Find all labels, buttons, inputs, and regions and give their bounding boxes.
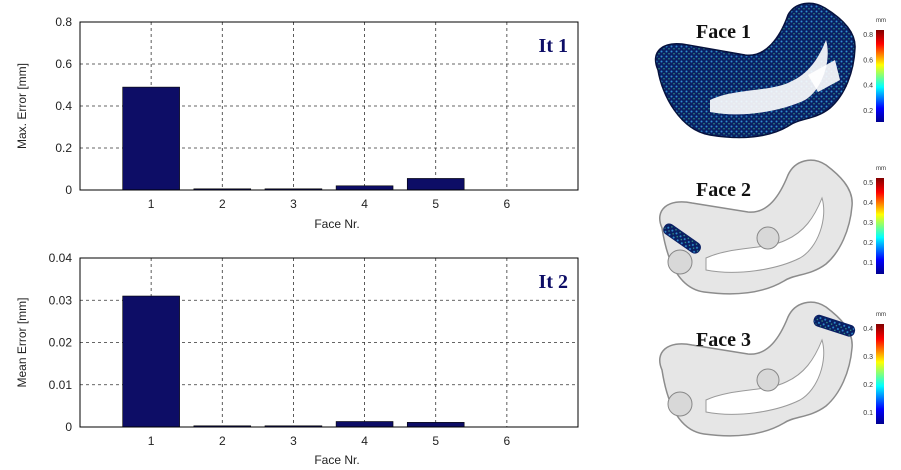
highlighted-face-3	[813, 314, 856, 337]
bracket-boss	[667, 391, 693, 417]
colorbar-tick-label: 0.2	[863, 382, 873, 389]
y-tick-label: 0.6	[55, 57, 72, 71]
y-tick-label: 0	[65, 420, 72, 434]
plot-frame	[79, 257, 579, 428]
bar	[335, 421, 394, 428]
y-tick-label: 0.04	[49, 251, 73, 265]
x-tick-label: 5	[432, 434, 439, 448]
y-axis-label: Max. Error [mm]	[15, 63, 29, 149]
y-tick-label: 0.4	[55, 99, 72, 113]
charts-panel: 0 0.2 0.4 0.6 0.8 1 2 3 4 5 6 Face Nr. Max. Error [m…	[15, 15, 579, 467]
bracket-gray-shape	[659, 159, 853, 295]
colorbar-tick-label: 0.2	[863, 108, 873, 115]
chart-1: 0 0.2 0.4 0.6 0.8 1 2 3 4 5 6 Face Nr. Max. Error [m…	[15, 15, 579, 231]
x-tick-label: 4	[361, 197, 368, 211]
face-2-label: Face 2	[696, 179, 751, 201]
colorbar-gradient-1	[876, 30, 884, 122]
bracket-boss	[756, 368, 780, 392]
colorbar-tick-label: 0.1	[863, 260, 873, 267]
colorbar-tick-label: 0.1	[863, 410, 873, 417]
x-tick-label: 2	[219, 434, 226, 448]
colorbar-face-1: mm 0.8 0.6 0.4 0.2	[863, 18, 886, 122]
bar	[406, 178, 465, 191]
colorbar-tick-label: 0.8	[863, 32, 873, 39]
colorbar-tick-label: 0.4	[863, 83, 873, 90]
colorbar-tick-label: 0.4	[863, 326, 873, 333]
x-tick-label: 3	[290, 434, 297, 448]
render-face-1: Face 1	[654, 2, 856, 139]
chart-2: 0 0.01 0.02 0.03 0.04 1 2 3 4 5 6 Face Nr. Mean Erro…	[15, 251, 579, 467]
face-1-label: Face 1	[696, 21, 751, 43]
colorbar-tick-label: 0.6	[863, 57, 873, 64]
bar	[122, 86, 180, 191]
renders-panel: Face 1 mm 0.8 0.6 0.4 0.2 Face 2 mm 0.5 0.4 0…	[654, 2, 886, 437]
face-3-label: Face 3	[696, 329, 751, 351]
iteration-annotation: It 2	[539, 271, 568, 293]
colorbar-tick-label: 0.4	[863, 200, 873, 207]
bracket-boss	[667, 249, 693, 275]
x-tick-label: 2	[219, 197, 226, 211]
colorbar-unit-2: mm	[876, 166, 886, 172]
x-tick-label: 6	[504, 197, 511, 211]
bar	[122, 295, 180, 428]
colorbar-gradient-3	[876, 324, 884, 424]
bracket-mesh-shape	[654, 2, 856, 139]
y-tick-label: 0.8	[55, 15, 72, 29]
x-tick-label: 4	[361, 434, 368, 448]
highlighted-face-2	[663, 223, 701, 254]
x-tick-label: 1	[148, 434, 155, 448]
y-tick-label: 0.02	[49, 336, 73, 350]
bracket-boss	[756, 226, 780, 250]
plot-frame	[79, 21, 579, 191]
iteration-annotation: It 1	[539, 35, 568, 57]
render-face-3: Face 3	[659, 301, 856, 437]
colorbar-tick-label: 0.3	[863, 354, 873, 361]
colorbar-unit-1: mm	[876, 18, 886, 24]
render-face-2: Face 2	[659, 159, 853, 295]
colorbar-tick-label: 0.2	[863, 240, 873, 247]
bracket-mesh-slot	[808, 60, 840, 92]
x-axis-label: Face Nr.	[314, 453, 359, 467]
colorbar-tick-label: 0.3	[863, 220, 873, 227]
x-tick-label: 5	[432, 197, 439, 211]
y-tick-label: 0.2	[55, 141, 72, 155]
y-tick-label: 0	[65, 183, 72, 197]
bracket-mesh-hole	[710, 40, 828, 115]
bar	[406, 422, 465, 428]
colorbar-face-2: mm 0.5 0.4 0.3 0.2 0.1	[863, 166, 886, 274]
y-axis-label: Mean Error [mm]	[15, 297, 29, 387]
x-tick-label: 1	[148, 197, 155, 211]
x-tick-label: 6	[504, 434, 511, 448]
x-axis-label: Face Nr.	[314, 217, 359, 231]
y-tick-label: 0.01	[49, 378, 73, 392]
x-tick-label: 3	[290, 197, 297, 211]
y-tick-label: 0.03	[49, 293, 73, 307]
colorbar-gradient-2	[876, 178, 884, 274]
colorbar-face-3: mm 0.4 0.3 0.2 0.1	[863, 312, 886, 424]
colorbar-tick-label: 0.5	[863, 180, 873, 187]
bar	[335, 185, 394, 191]
colorbar-unit-3: mm	[876, 312, 886, 318]
